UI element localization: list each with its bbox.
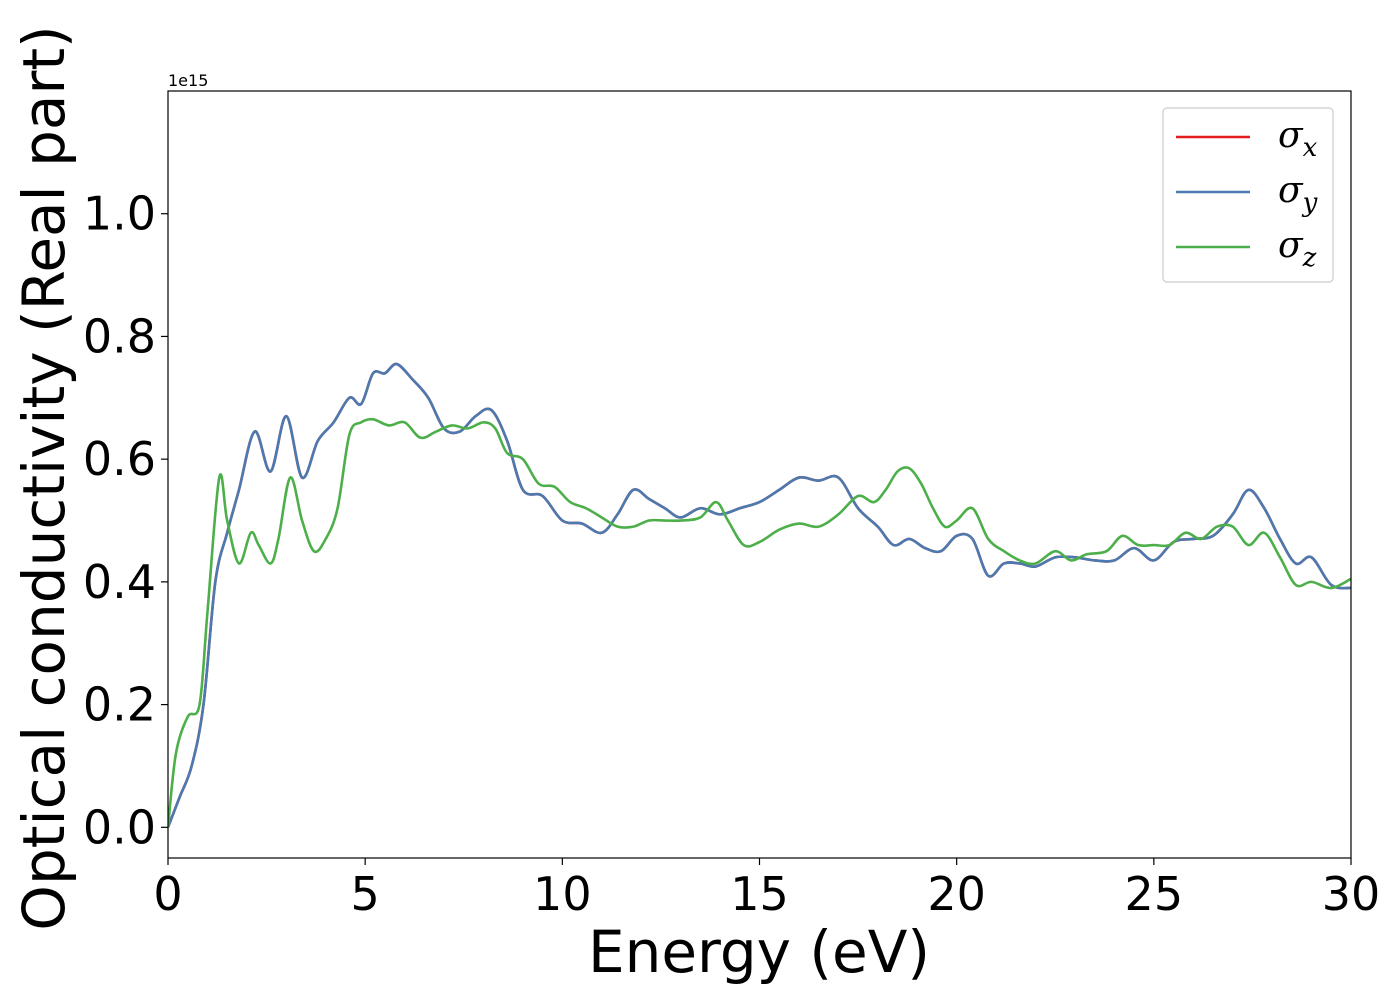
y-axis-label: Optical conductivity (Real part) <box>10 25 78 930</box>
y-tick-label: 0.4 <box>83 555 156 609</box>
x-tick-label: 0 <box>153 867 182 921</box>
legend: σx σy σz <box>1162 107 1334 283</box>
series-line-y <box>168 362 1351 828</box>
y-tick-label: 0.6 <box>83 432 156 486</box>
legend-frame <box>1162 107 1334 283</box>
y-tick-label: 0.2 <box>83 678 156 732</box>
legend-entry-y: σy <box>1176 170 1318 218</box>
y-axis: 0.0 0.2 0.4 0.6 0.8 1.0 <box>83 187 168 854</box>
x-tick-label: 20 <box>927 867 986 921</box>
x-tick-label: 25 <box>1125 867 1184 921</box>
x-tick-label: 30 <box>1322 867 1381 921</box>
y-tick-label: 0.0 <box>83 800 156 854</box>
series-line-x <box>168 362 1351 828</box>
x-tick-label: 10 <box>533 867 592 921</box>
series-layer <box>168 362 1351 828</box>
legend-label: σy <box>1278 170 1318 218</box>
legend-entries: σx σy σz <box>1176 115 1318 273</box>
x-axis-label: Energy (eV) <box>588 918 930 986</box>
y-offset-text: 1e15 <box>168 71 208 90</box>
series-line-z <box>168 417 1351 828</box>
legend-entry-x: σx <box>1176 115 1318 163</box>
legend-entry-z: σz <box>1176 225 1317 273</box>
x-axis: 0 5 10 15 20 25 30 <box>153 858 1380 921</box>
x-tick-label: 15 <box>730 867 789 921</box>
legend-label: σx <box>1278 115 1318 163</box>
y-tick-label: 1.0 <box>83 187 156 241</box>
y-tick-label: 0.8 <box>83 309 156 363</box>
legend-label: σz <box>1278 225 1317 273</box>
x-tick-label: 5 <box>351 867 380 921</box>
